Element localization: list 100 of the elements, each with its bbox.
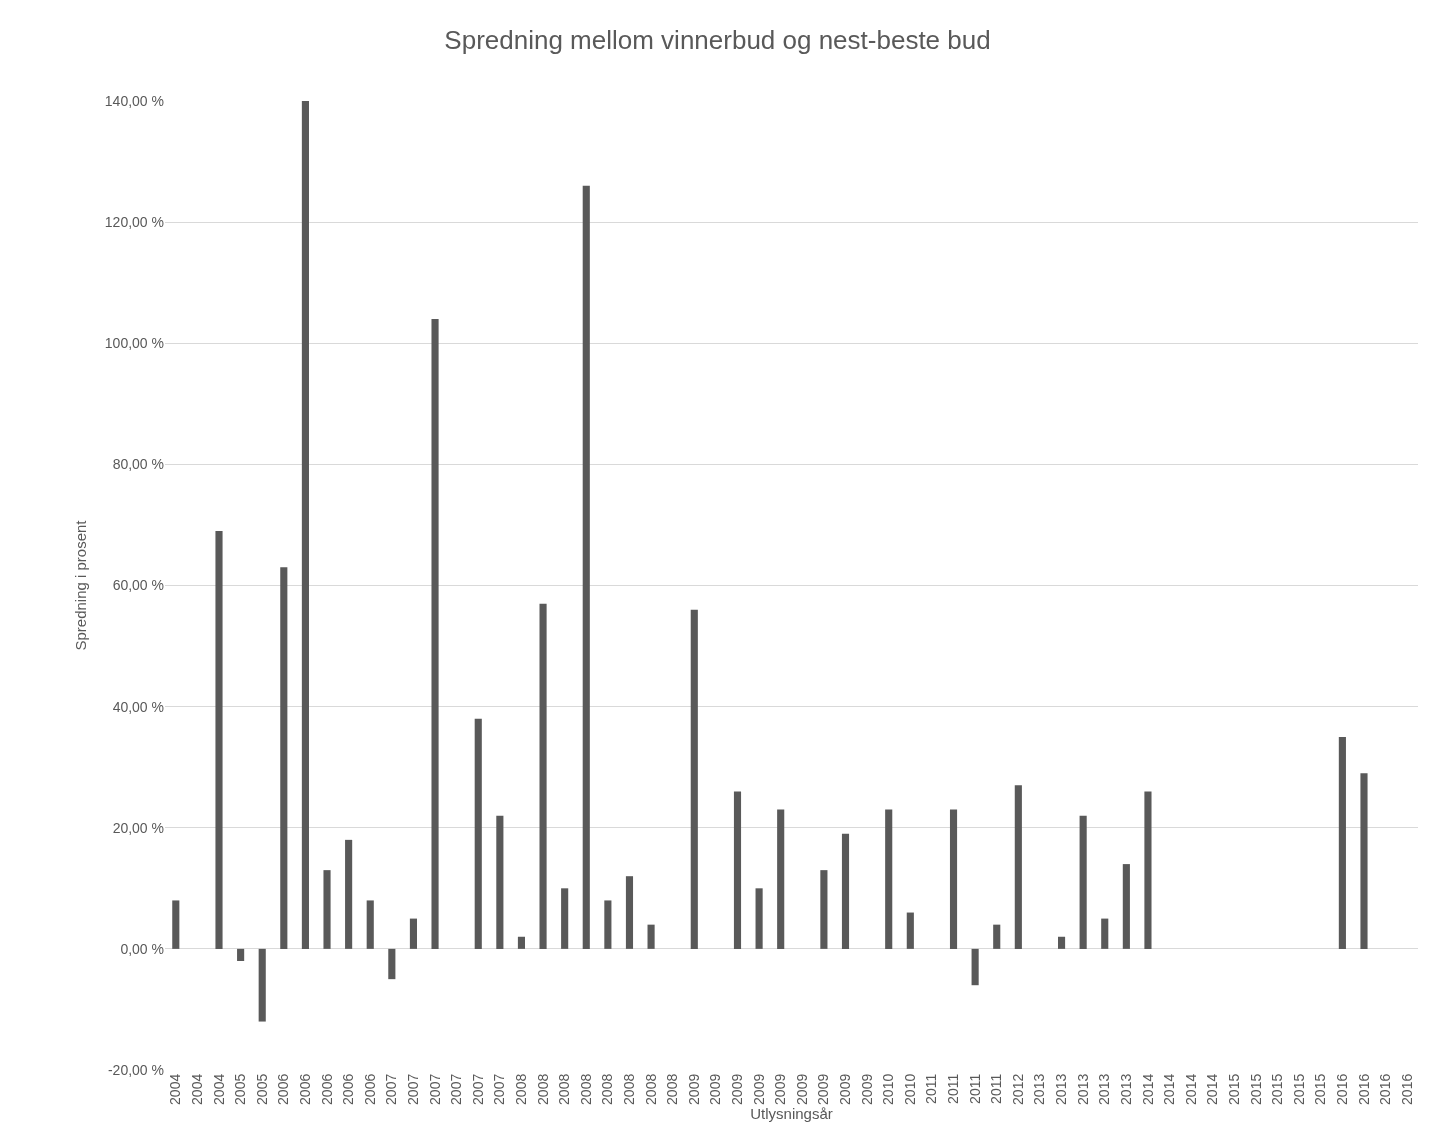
bar — [1079, 815, 1087, 949]
bar — [906, 912, 914, 949]
y-tick-label: -20,00 % — [107, 1061, 164, 1078]
bar — [820, 870, 828, 949]
y-tick-label: 60,00 % — [112, 577, 164, 594]
x-tick-label: 2009 — [772, 1073, 789, 1105]
bar — [345, 839, 353, 949]
x-tick-label: 2008 — [599, 1073, 616, 1105]
x-tick-label: 2009 — [793, 1073, 810, 1105]
x-tick-label: 2016 — [1355, 1073, 1372, 1105]
bar — [841, 833, 850, 949]
bar — [172, 900, 180, 949]
x-tick-label: 2004 — [210, 1073, 227, 1105]
x-tick-label: 2013 — [1053, 1073, 1070, 1105]
bar — [777, 809, 785, 949]
x-tick-label: 2011 — [945, 1073, 962, 1104]
x-tick-label: 2015 — [1225, 1073, 1242, 1105]
x-tick-label: 2011 — [966, 1073, 983, 1104]
bar — [517, 936, 526, 949]
x-tick-label: 2013 — [1096, 1073, 1113, 1105]
bar — [215, 530, 223, 949]
bar — [539, 603, 547, 949]
bar — [647, 924, 655, 949]
y-axis-title: Spredning i prosent — [72, 519, 90, 651]
bar — [388, 948, 396, 980]
bar — [993, 924, 1001, 949]
bar — [1101, 918, 1109, 949]
x-tick-label: 2008 — [664, 1073, 681, 1105]
x-tick-label: 2015 — [1312, 1073, 1329, 1105]
x-tick-label: 2016 — [1333, 1073, 1350, 1105]
bar — [1360, 773, 1368, 949]
bar — [755, 888, 763, 949]
x-tick-label: 2013 — [1117, 1073, 1134, 1105]
x-tick-label: 2010 — [880, 1073, 897, 1105]
bar — [431, 319, 439, 949]
x-tick-label: 2009 — [750, 1073, 767, 1105]
bar — [366, 900, 374, 949]
x-tick-label: 2015 — [1247, 1073, 1264, 1105]
x-tick-label: 2006 — [275, 1073, 292, 1105]
x-tick-label: 2009 — [837, 1073, 854, 1105]
bar — [280, 567, 288, 949]
x-tick-label: 2008 — [642, 1073, 659, 1105]
bar — [496, 815, 504, 949]
y-tick-label: 100,00 % — [104, 335, 164, 352]
x-tick-label: 2007 — [426, 1073, 443, 1105]
y-tick-label: 0,00 % — [120, 940, 164, 957]
x-tick-label: 2008 — [534, 1073, 551, 1105]
y-tick-label: 120,00 % — [104, 214, 164, 231]
x-tick-label: 2006 — [318, 1073, 335, 1105]
bar — [1057, 936, 1066, 949]
bar — [604, 900, 612, 949]
x-tick-label: 2009 — [685, 1073, 702, 1105]
bar — [1338, 736, 1346, 949]
x-tick-label: 2009 — [858, 1073, 875, 1105]
x-tick-label: 2012 — [1009, 1073, 1026, 1105]
x-tick-label: 2004 — [188, 1073, 205, 1105]
bar — [885, 809, 893, 949]
x-tick-label: 2007 — [469, 1073, 486, 1105]
x-tick-label: 2007 — [383, 1073, 400, 1105]
y-tick-label: 140,00 % — [104, 92, 164, 109]
x-tick-label: 2013 — [1031, 1073, 1048, 1105]
bar — [1014, 785, 1022, 949]
bar — [258, 948, 266, 1022]
x-tick-label: 2013 — [1074, 1073, 1091, 1105]
bar — [1122, 864, 1130, 949]
x-tick-label: 2007 — [448, 1073, 465, 1105]
bar — [474, 718, 482, 949]
x-axis-title: Utlysningsår — [750, 1104, 833, 1122]
y-tick-label: 80,00 % — [112, 456, 164, 473]
x-tick-label: 2007 — [404, 1073, 421, 1105]
x-tick-label: 2008 — [621, 1073, 638, 1105]
x-tick-label: 2011 — [988, 1073, 1005, 1104]
x-tick-label: 2008 — [556, 1073, 573, 1105]
bar — [237, 948, 245, 961]
bar — [690, 609, 698, 949]
x-tick-label: 2014 — [1204, 1073, 1221, 1105]
chart-title: Spredning mellom vinnerbud og nest-beste bud — [444, 24, 991, 55]
x-tick-label: 2005 — [253, 1073, 270, 1105]
x-tick-label: 2010 — [901, 1073, 918, 1105]
bar — [301, 101, 309, 949]
y-tick-label: 20,00 % — [112, 819, 164, 836]
x-tick-label: 2009 — [729, 1073, 746, 1105]
x-tick-label: 2006 — [340, 1073, 357, 1105]
bar — [409, 918, 417, 949]
x-tick-label: 2007 — [491, 1073, 508, 1105]
x-tick-label: 2005 — [232, 1073, 249, 1105]
x-tick-label: 2006 — [361, 1073, 378, 1105]
bar — [323, 870, 331, 949]
x-tick-label: 2014 — [1161, 1073, 1178, 1105]
y-tick-label: 40,00 % — [112, 698, 164, 715]
x-tick-label: 2016 — [1398, 1073, 1415, 1105]
x-tick-label: 2008 — [577, 1073, 594, 1105]
x-tick-label: 2014 — [1182, 1073, 1199, 1105]
bar — [582, 185, 590, 949]
x-tick-label: 2006 — [296, 1073, 313, 1105]
x-tick-label: 2014 — [1139, 1073, 1156, 1105]
x-tick-label: 2008 — [513, 1073, 530, 1105]
x-tick-label: 2015 — [1290, 1073, 1307, 1105]
bar — [561, 888, 569, 949]
x-tick-label: 2016 — [1377, 1073, 1394, 1105]
